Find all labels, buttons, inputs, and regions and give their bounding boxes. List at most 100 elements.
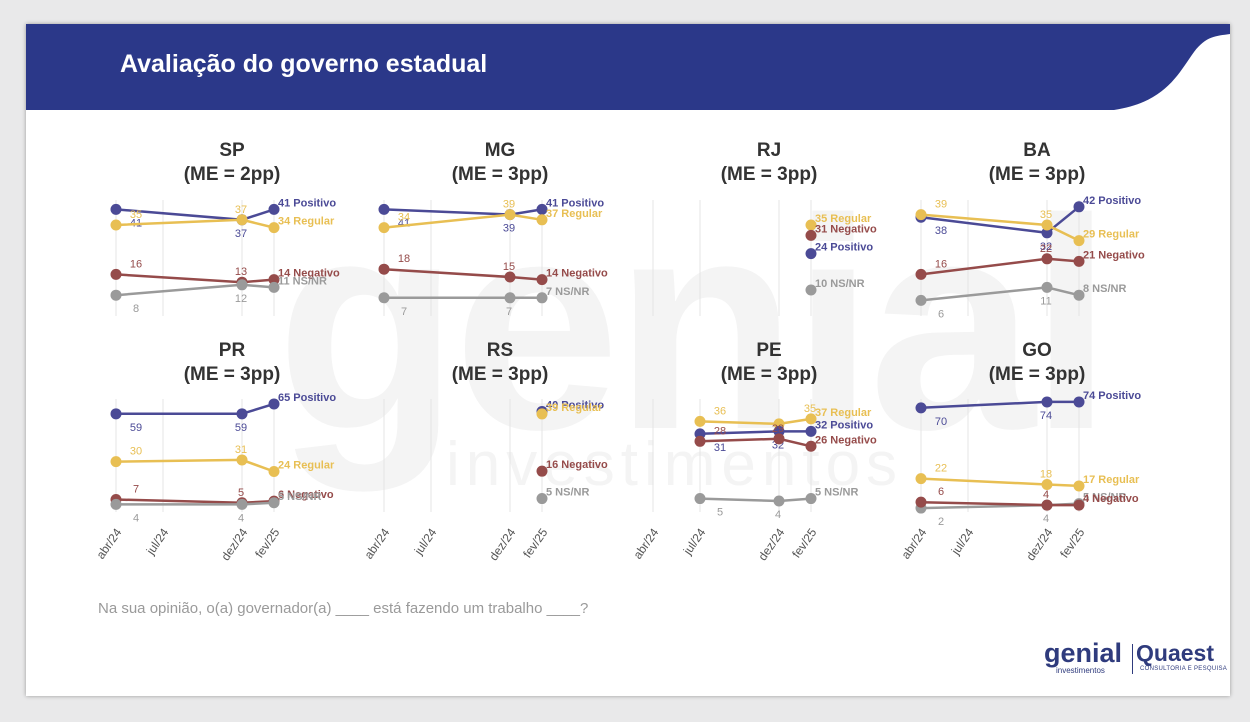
series-end-label: 35 Regular [815, 213, 872, 225]
data-label: 5 [717, 507, 723, 519]
series-line-nsnr [116, 501, 275, 506]
x-tick-label: jul/24 [411, 525, 440, 558]
data-point [915, 209, 927, 221]
data-point [805, 493, 817, 505]
x-tick-label: dez/24 [755, 525, 787, 563]
data-point [694, 493, 706, 505]
series-end-label: 31 Negativo [815, 223, 877, 235]
chart-title: BA [1023, 140, 1051, 161]
data-point [773, 495, 785, 507]
data-point [1041, 478, 1053, 490]
data-label: 2 [938, 516, 944, 528]
data-label: 4 [1043, 513, 1049, 525]
data-point [536, 408, 548, 420]
chart-panel-pr: PR (ME = 3pp) abr/24 jul/24 dez/24 fev/25 59 59… [93, 340, 336, 563]
data-label: 18 [398, 253, 410, 265]
data-label: 15 [503, 261, 515, 273]
data-point [805, 219, 817, 231]
x-tick-label: dez/24 [486, 525, 518, 563]
data-point [805, 229, 817, 241]
chart-title: RJ [757, 140, 781, 161]
series-line-nsnr [115, 283, 275, 297]
data-point [1041, 227, 1053, 239]
data-point [110, 289, 122, 301]
data-label: 70 [935, 416, 947, 428]
series-end-label: 17 Regular [1083, 474, 1140, 486]
header-shape [26, 24, 1230, 110]
data-point [1073, 235, 1085, 247]
data-label: 34 [398, 212, 410, 224]
data-point [378, 263, 390, 275]
data-point [1073, 201, 1085, 213]
x-tick-label: abr/24 [630, 525, 661, 561]
data-point [268, 465, 280, 477]
series-end-label: 14 Negativo [546, 268, 608, 280]
series-line-negativo [115, 498, 275, 505]
data-label: 5 [238, 487, 244, 499]
chart-title: GO [1022, 340, 1052, 361]
data-point [378, 203, 390, 215]
series-line-regular [699, 417, 812, 426]
data-point [915, 473, 927, 485]
watermark-sub: investimentos [446, 430, 904, 499]
data-point [110, 498, 122, 510]
data-point [694, 415, 706, 427]
chart-panel-rs: RS (ME = 3pp) abr/24 jul/24 dez/24 fev/25 40 P… [361, 340, 608, 563]
series-end-label: 74 Positivo [1083, 390, 1141, 402]
data-label: 22 [935, 463, 947, 475]
data-point [1073, 480, 1085, 492]
chart-title: RS [487, 340, 513, 361]
series-line-nsnr [920, 286, 1080, 302]
series-end-label: 16 Negativo [546, 459, 608, 471]
data-point [268, 497, 280, 509]
series-end-label: 65 Positivo [278, 392, 336, 404]
data-point [378, 222, 390, 234]
data-point [694, 435, 706, 447]
x-tick-label: dez/24 [1023, 525, 1055, 563]
genial-logo: genial [1044, 638, 1123, 668]
data-point [536, 274, 548, 286]
series-end-label: 29 Regular [1083, 229, 1140, 241]
series-line-nsnr [699, 497, 812, 503]
data-point [915, 496, 927, 508]
series-end-label: 10 NS/NR [815, 278, 865, 290]
data-label: 6 [938, 308, 944, 320]
data-label: 16 [130, 258, 142, 270]
data-point [236, 454, 248, 466]
data-point [773, 433, 785, 445]
data-point [536, 465, 548, 477]
x-tick-label: fev/25 [252, 525, 282, 560]
x-tick-label: dez/24 [218, 525, 250, 563]
data-label: 4 [1043, 489, 1049, 501]
x-tick-label: fev/25 [789, 525, 819, 560]
data-point [1041, 396, 1053, 408]
data-point [1073, 499, 1085, 511]
data-label: 59 [235, 422, 247, 434]
data-label: 16 [935, 258, 947, 270]
x-tick-label: abr/24 [898, 525, 929, 561]
data-label: 12 [235, 293, 247, 305]
data-label: 8 [133, 303, 139, 315]
x-tick-label: jul/24 [680, 525, 709, 558]
data-point [236, 408, 248, 420]
series-line-negativo [383, 267, 543, 281]
series-line-positivo [116, 402, 275, 416]
series-end-label: 5 NS/NR [546, 487, 589, 499]
chart-subtitle: (ME = 3pp) [721, 164, 818, 185]
data-point [110, 456, 122, 468]
data-label: 35 [130, 209, 142, 221]
data-point [504, 271, 516, 283]
data-label: 4 [133, 512, 139, 524]
data-label: 36 [714, 405, 726, 417]
series-end-label: 6 Negativo [278, 489, 334, 501]
chart-subtitle: (ME = 3pp) [452, 364, 549, 385]
data-point [805, 284, 817, 296]
series-end-label: 37 Regular [815, 407, 872, 419]
data-point [1073, 396, 1085, 408]
data-label: 30 [130, 446, 142, 458]
x-tick-label: jul/24 [143, 525, 172, 558]
data-label: 74 [1040, 410, 1052, 422]
data-label: 37 [235, 204, 247, 216]
